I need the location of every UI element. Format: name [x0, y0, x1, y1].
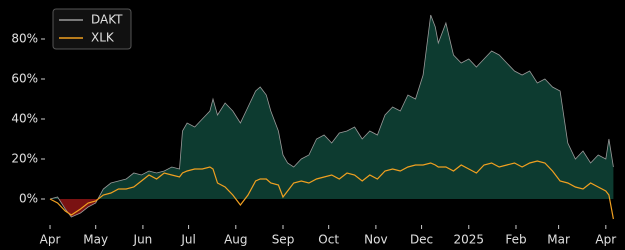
x-tick-label: Aug: [224, 233, 247, 247]
x-tick-label: Jun: [133, 233, 153, 247]
x-tick-label: 2025: [453, 233, 484, 247]
x-tick-label: Oct: [318, 233, 339, 247]
line: [49, 14, 614, 218]
legend-box: [52, 8, 132, 50]
legend-label: DAKT: [91, 13, 123, 27]
x-tick-label: Feb: [505, 233, 526, 247]
y-tick-label: 40%: [11, 112, 38, 126]
x-tick-label: Nov: [364, 233, 387, 247]
legend-label: XLK: [91, 31, 115, 45]
x-tick-label: Sep: [272, 233, 295, 247]
line: [49, 160, 614, 220]
x-tick-label: Jul: [180, 233, 195, 247]
x-tick-label: Apr: [40, 233, 61, 247]
y-tick-label: 20%: [11, 152, 38, 166]
x-tick-label: Mar: [547, 233, 570, 247]
x-tick-label: Dec: [410, 233, 433, 247]
y-tick-label: 0%: [19, 192, 38, 206]
y-tick-label: 60%: [11, 72, 38, 86]
y-tick-label: 80%: [11, 32, 38, 46]
x-tick-label: May: [83, 233, 108, 247]
x-tick-label: Apr: [595, 233, 616, 247]
area: [50, 15, 614, 217]
